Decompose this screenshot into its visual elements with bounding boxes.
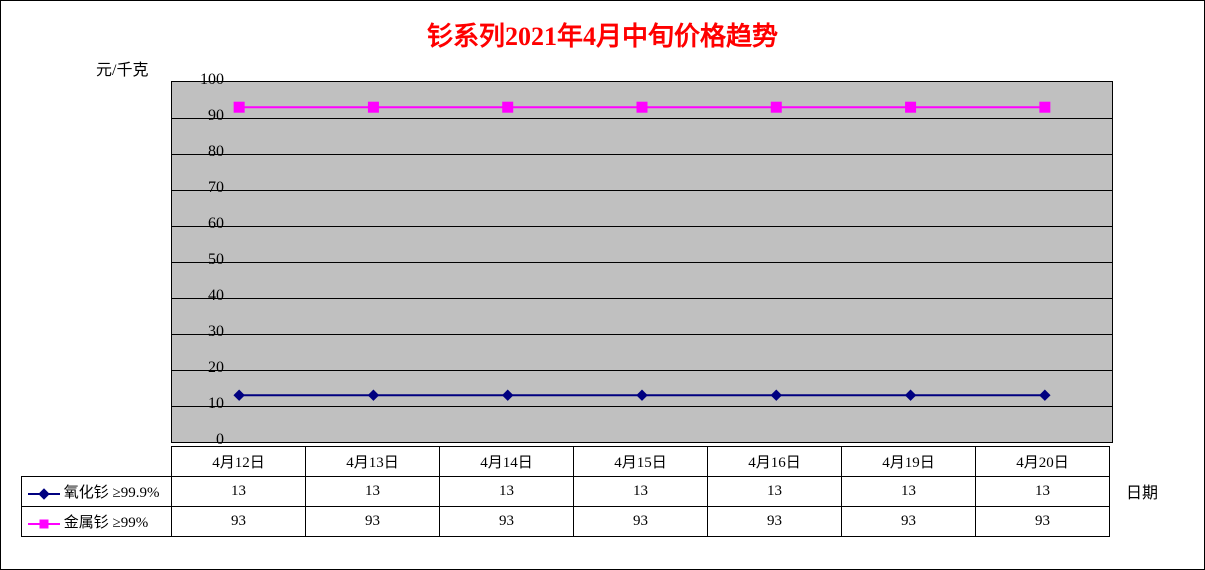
table-value-cell: 13 xyxy=(976,477,1110,507)
y-tick-label: 100 xyxy=(184,71,224,89)
grid-line xyxy=(172,262,1112,263)
table-value-cell: 13 xyxy=(708,477,842,507)
series-marker xyxy=(1040,390,1050,400)
plot-area xyxy=(171,81,1113,443)
table-value-cell: 13 xyxy=(574,477,708,507)
series-name: 金属钐 ≥99% xyxy=(64,515,148,531)
table-row: 氧化钐 ≥99.9%13131313131313 xyxy=(22,477,1110,507)
table-category-cell: 4月12日 xyxy=(172,447,306,477)
series-marker xyxy=(503,390,513,400)
grid-line xyxy=(172,334,1112,335)
table-value-cell: 93 xyxy=(842,507,976,537)
grid-line xyxy=(172,298,1112,299)
legend-cell: 氧化钐 ≥99.9% xyxy=(22,477,172,507)
table-value-cell: 93 xyxy=(976,507,1110,537)
grid-line xyxy=(172,118,1112,119)
series-marker xyxy=(771,390,781,400)
series-marker xyxy=(637,390,647,400)
table-value-cell: 93 xyxy=(306,507,440,537)
legend-cell: 金属钐 ≥99% xyxy=(22,507,172,537)
y-axis-unit-label: 元/千克 xyxy=(96,56,148,80)
table-category-cell: 4月20日 xyxy=(976,447,1110,477)
series-marker xyxy=(234,390,244,400)
table-blank-cell xyxy=(22,447,172,477)
table-value-cell: 13 xyxy=(842,477,976,507)
y-tick-label: 10 xyxy=(184,395,224,413)
y-tick-label: 50 xyxy=(184,251,224,269)
series-name: 氧化钐 ≥99.9% xyxy=(64,485,160,501)
chart-container: 钐系列2021年4月中旬价格趋势 元/千克 日期 4月12日4月13日4月14日… xyxy=(0,0,1205,570)
table-value-cell: 93 xyxy=(708,507,842,537)
y-tick-label: 70 xyxy=(184,179,224,197)
y-tick-label: 20 xyxy=(184,359,224,377)
series-marker xyxy=(368,102,378,112)
y-tick-label: 30 xyxy=(184,323,224,341)
y-tick-label: 0 xyxy=(184,431,224,449)
table-value-cell: 13 xyxy=(172,477,306,507)
y-tick-label: 60 xyxy=(184,215,224,233)
y-tick-label: 40 xyxy=(184,287,224,305)
table-value-cell: 13 xyxy=(306,477,440,507)
x-axis-label: 日期 xyxy=(1126,479,1158,503)
series-marker xyxy=(368,390,378,400)
grid-line xyxy=(172,406,1112,407)
grid-line xyxy=(172,226,1112,227)
series-marker xyxy=(234,102,244,112)
chart-title: 钐系列2021年4月中旬价格趋势 xyxy=(1,16,1204,53)
table-value-cell: 93 xyxy=(440,507,574,537)
data-table-body: 4月12日4月13日4月14日4月15日4月16日4月19日4月20日 氧化钐 … xyxy=(22,447,1110,537)
series-marker xyxy=(637,102,647,112)
data-table: 4月12日4月13日4月14日4月15日4月16日4月19日4月20日 氧化钐 … xyxy=(21,446,1110,537)
y-tick-label: 80 xyxy=(184,143,224,161)
legend-icon xyxy=(28,518,60,530)
series-marker xyxy=(503,102,513,112)
table-value-cell: 13 xyxy=(440,477,574,507)
series-marker xyxy=(906,102,916,112)
table-header-row: 4月12日4月13日4月14日4月15日4月16日4月19日4月20日 xyxy=(22,447,1110,477)
series-marker xyxy=(906,390,916,400)
table-value-cell: 93 xyxy=(172,507,306,537)
table-value-cell: 93 xyxy=(574,507,708,537)
y-tick-label: 90 xyxy=(184,107,224,125)
table-category-cell: 4月19日 xyxy=(842,447,976,477)
grid-line xyxy=(172,154,1112,155)
grid-line xyxy=(172,370,1112,371)
table-category-cell: 4月15日 xyxy=(574,447,708,477)
table-row: 金属钐 ≥99%93939393939393 xyxy=(22,507,1110,537)
table-category-cell: 4月14日 xyxy=(440,447,574,477)
series-marker xyxy=(771,102,781,112)
series-marker xyxy=(1040,102,1050,112)
grid-line xyxy=(172,190,1112,191)
table-category-cell: 4月16日 xyxy=(708,447,842,477)
table-category-cell: 4月13日 xyxy=(306,447,440,477)
legend-icon xyxy=(28,488,60,500)
